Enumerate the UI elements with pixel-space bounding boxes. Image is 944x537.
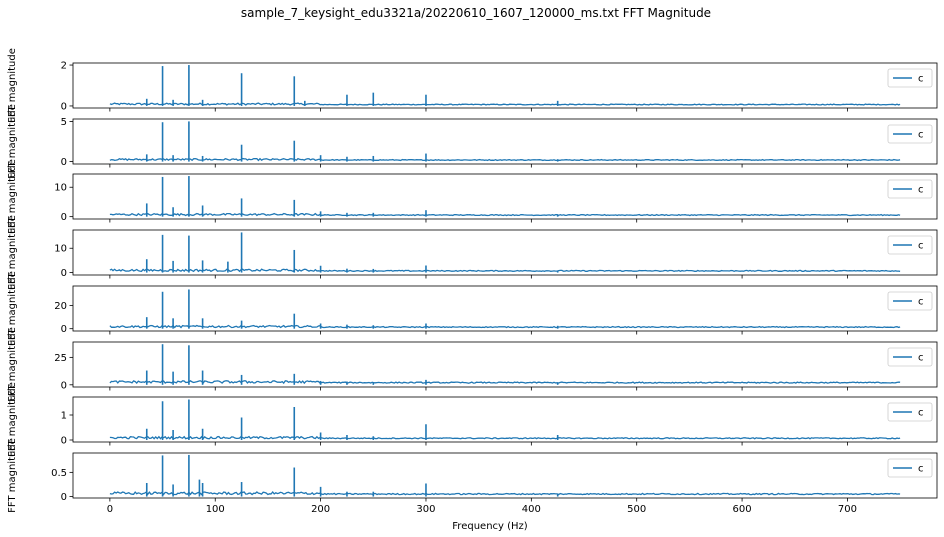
- y-axis-label: FFT magnitude: [7, 104, 18, 179]
- legend-label: c: [918, 408, 924, 419]
- y-axis-label: FFT magnitude: [7, 271, 18, 346]
- axes-frame: [72, 285, 938, 332]
- y-tick-label: 20: [54, 301, 67, 312]
- x-tick-label: 700: [838, 504, 857, 515]
- x-tick-label: 200: [311, 504, 330, 515]
- legend-label: c: [918, 130, 924, 141]
- axes-frame: [72, 452, 938, 499]
- y-tick-label: 25: [54, 353, 67, 364]
- y-axis-label: FFT magnitude: [7, 382, 18, 457]
- axes-frame: [72, 341, 938, 388]
- y-axis-label: FFT magnitude: [7, 438, 18, 513]
- y-tick-label: 1: [61, 411, 67, 422]
- x-tick-label: 400: [522, 504, 541, 515]
- figure-title: sample_7_keysight_edu3321a/20220610_1607…: [241, 6, 711, 20]
- y-tick-label: 0: [61, 492, 67, 503]
- x-tick-label: 500: [627, 504, 646, 515]
- y-tick-label: 0: [61, 157, 67, 168]
- y-axis-label: FFT magnitude: [7, 215, 18, 290]
- y-tick-label: 5: [61, 117, 67, 128]
- legend-label: c: [918, 353, 924, 364]
- x-tick-label: 100: [206, 504, 225, 515]
- y-axis-label: FFT magnitude: [7, 159, 18, 234]
- y-tick-label: 0: [61, 436, 67, 447]
- subplot-2: 0 5 FFT magnitude c: [7, 104, 938, 179]
- y-tick-label: 10: [54, 183, 67, 194]
- y-tick-label: 0.5: [51, 468, 67, 479]
- y-tick-label: 0: [61, 268, 67, 279]
- axes-frame: [72, 62, 938, 109]
- y-tick-label: 0: [61, 380, 67, 391]
- subplot-8: 0 0.5 0 100 200 300 400 500 600 700 FFT magnitude c: [7, 438, 938, 515]
- legend-label: c: [918, 297, 924, 308]
- y-tick-label: 0: [61, 324, 67, 335]
- legend-label: c: [918, 74, 924, 85]
- y-tick-label: 0: [61, 101, 67, 112]
- x-tick-label: 300: [416, 504, 435, 515]
- axes-frame: [72, 118, 938, 165]
- subplot-3: 0 10 FFT magnitude c: [7, 159, 938, 234]
- x-tick-label: 0: [107, 504, 113, 515]
- subplot-7: 0 1 FFT magnitude c: [7, 382, 938, 457]
- axes-frame: [72, 173, 938, 220]
- x-tick-label: 600: [733, 504, 752, 515]
- axes-frame: [72, 396, 938, 443]
- subplot-4: 0 10 FFT magnitude c: [7, 215, 938, 290]
- legend-label: c: [918, 185, 924, 196]
- y-tick-label: 0: [61, 212, 67, 223]
- y-axis-label: FFT magnitude: [7, 327, 18, 402]
- y-tick-label: 2: [61, 61, 67, 72]
- legend-label: c: [918, 241, 924, 252]
- y-tick-label: 10: [54, 244, 67, 255]
- subplot-5: 0 20 FFT magnitude c: [7, 271, 938, 346]
- axes-frame: [72, 229, 938, 276]
- y-axis-label: FFT magnitude: [7, 48, 18, 123]
- x-axis-label: Frequency (Hz): [452, 521, 528, 532]
- legend-label: c: [918, 464, 924, 475]
- subplot-1: 0 2 FFT magnitude c: [7, 48, 938, 123]
- subplot-6: 0 25 FFT magnitude c: [7, 327, 938, 402]
